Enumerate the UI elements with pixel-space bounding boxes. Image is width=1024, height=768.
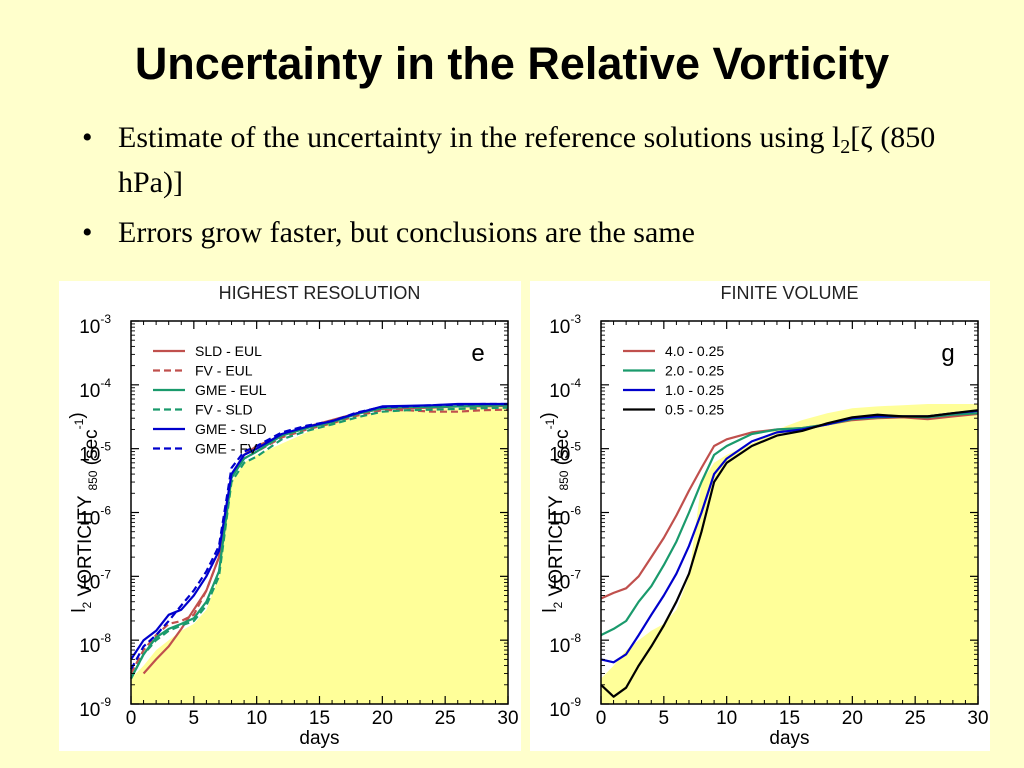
y-tick-label: 10-9: [549, 695, 581, 721]
y-tick-label: 10-4: [79, 376, 111, 402]
y-tick-label: 10-3: [79, 312, 111, 338]
series-line-2: [130, 408, 509, 675]
x-tick-label: 25: [435, 708, 456, 729]
y-axis-label: l2 VORTICITY 850 (sec-1): [538, 412, 573, 612]
y-tick-label: 10-5: [79, 440, 111, 466]
legend-entry: 0.5 - 0.25: [665, 402, 724, 418]
bullet-dot: •: [82, 216, 93, 249]
series-line-4: [600, 409, 979, 698]
y-tick-label: 10-6: [79, 504, 111, 530]
y-tick-label: 10-3: [549, 312, 581, 338]
series-line-6: [130, 402, 508, 670]
chart-svg: 0 5 10 15 20 25 30 10-3 10-4 10-5 10-6 10-7 10-8 10-9…: [538, 283, 989, 749]
x-tick-label: 15: [309, 708, 330, 729]
x-axis-label: days: [299, 728, 339, 749]
bullet-dot: •: [82, 121, 93, 154]
chart-svg: 0 5 10 15 20 25 30 10-3 10-4 10-5 10-6 10-7 10-8 10-9…: [67, 283, 519, 749]
bullet-text: Estimate of the uncertainty in the refer…: [118, 121, 841, 154]
y-tick-label: 10-6: [549, 504, 581, 530]
legend-entry: 2.0 - 0.25: [665, 363, 724, 379]
y-axis-label: l2 VORTICITY 850 (sec-1): [67, 412, 102, 612]
legend-entry: GME - EUL: [195, 382, 267, 398]
x-tick-label: 10: [246, 708, 267, 729]
chart-title: HIGHEST RESOLUTION: [219, 283, 421, 303]
y-tick-label: 10-9: [79, 695, 111, 721]
panel-label: g: [941, 340, 954, 367]
x-tick-label: 30: [967, 708, 988, 729]
chart-panel-finite-volume: 0 5 10 15 20 25 30 10-3 10-4 10-5 10-6 10-7 10-8 10-9…: [530, 281, 990, 751]
chart-panel-highest-resolution: 0 5 10 15 20 25 30 10-3 10-4 10-5 10-6 10-7 10-8 10-9…: [59, 281, 521, 751]
y-tick-label: 10-5: [549, 440, 581, 466]
bullet-text-end: [ζ (850 hPa)]: [118, 121, 936, 199]
x-tick-label: 0: [126, 708, 137, 729]
bullet-list: • Estimate of the uncertainty in the ref…: [72, 120, 972, 265]
legend-entry: GME - SLD: [195, 421, 267, 437]
x-tick-label: 10: [716, 708, 737, 729]
slide-title: Uncertainty in the Relative Vorticity: [134, 38, 890, 89]
x-tick-label: 5: [189, 708, 200, 729]
legend-entry: SLD - EUL: [195, 343, 262, 359]
x-tick-label: 30: [497, 708, 518, 729]
legend-entry: FV - EUL: [195, 363, 253, 379]
series-line-3: [130, 404, 509, 680]
y-tick-label: 10-7: [79, 567, 111, 593]
panel-label: e: [471, 340, 484, 367]
bullet-text: Errors grow faster, but conclusions are …: [118, 216, 695, 249]
chart-title: FINITE VOLUME: [720, 283, 858, 303]
bullet-item: • Errors grow faster, but conclusions ar…: [72, 215, 972, 251]
y-tick-label: 10-8: [549, 631, 581, 657]
y-axis-label-group: l2 VORTICITY 850 (sec-1): [67, 412, 102, 612]
y-tick-label: 10-4: [549, 376, 581, 402]
x-tick-label: 25: [905, 708, 926, 729]
x-tick-label: 5: [659, 708, 670, 729]
y-axis-label-group: l2 VORTICITY 850 (sec-1): [538, 412, 573, 612]
x-tick-label: 20: [842, 708, 863, 729]
x-tick-label: 15: [779, 708, 800, 729]
bullet-subscript: 2: [840, 136, 851, 158]
legend-entry: 4.0 - 0.25: [665, 343, 724, 359]
series-line-4: [130, 406, 509, 680]
legend-entry: 1.0 - 0.25: [665, 382, 724, 398]
x-axis-label: days: [769, 728, 809, 749]
x-tick-label: 0: [596, 708, 607, 729]
legend-entry: GME - FV: [195, 441, 258, 457]
legend-entry: FV - SLD: [195, 402, 253, 418]
bullet-item: • Estimate of the uncertainty in the ref…: [72, 120, 972, 201]
uncertainty-band: [131, 407, 508, 704]
uncertainty-band: [601, 404, 978, 704]
x-tick-label: 20: [372, 708, 393, 729]
y-tick-label: 10-7: [549, 567, 581, 593]
y-tick-label: 10-8: [79, 631, 111, 657]
